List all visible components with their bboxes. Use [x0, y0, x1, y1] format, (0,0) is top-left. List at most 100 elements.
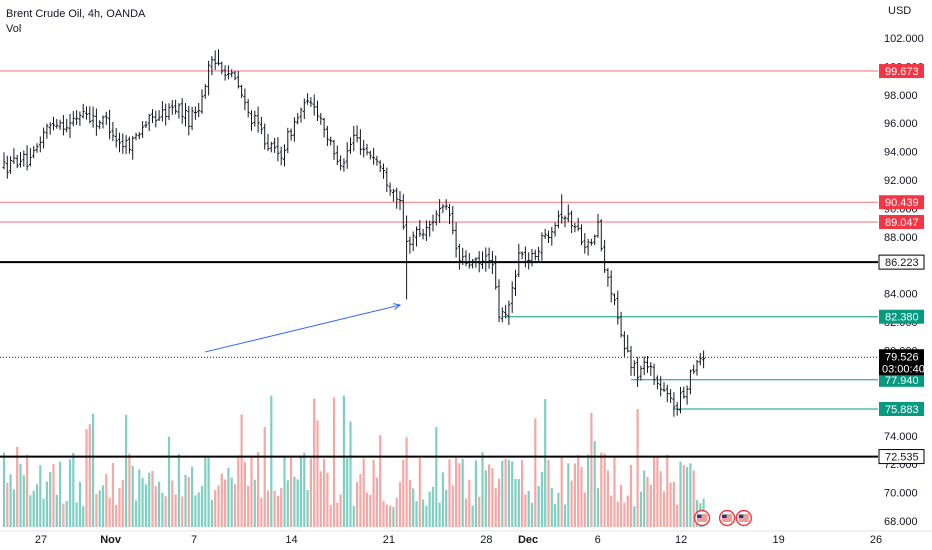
- ohlc-bar: [220, 61, 224, 75]
- ohlc-bar: [646, 356, 649, 373]
- volume-bar: [497, 478, 501, 527]
- ohlc-bar: [461, 247, 465, 265]
- ohlc-bar: [457, 243, 461, 270]
- ohlc-bar: [144, 121, 148, 129]
- flag-stripe: [697, 518, 708, 520]
- ohlc-bar: [438, 199, 442, 223]
- volume-bar: [243, 462, 246, 527]
- last-price-value: 79.526: [885, 351, 919, 363]
- volume-bar: [82, 506, 85, 527]
- volume-bar: [620, 484, 623, 527]
- ohlc-bar: [368, 150, 372, 160]
- ohlc-bar: [68, 114, 72, 138]
- flag-stripe: [722, 516, 733, 518]
- ohlc-bar: [563, 215, 567, 228]
- ohlc-bar: [382, 163, 385, 179]
- volume-bar: [682, 465, 685, 527]
- price-tick-96.000: 96.000: [884, 118, 918, 130]
- volume-bar: [425, 505, 428, 527]
- ohlc-bar: [500, 307, 504, 323]
- volume-bar: [306, 490, 309, 527]
- volume-bar: [45, 481, 48, 527]
- volume-indicator-label[interactable]: Vol: [6, 23, 22, 35]
- volume-bar: [115, 504, 118, 527]
- volume-bar: [389, 505, 392, 527]
- volume-bar: [653, 457, 656, 527]
- ohlc-bar: [85, 106, 88, 120]
- ohlc-bar: [550, 227, 554, 246]
- volume-bar: [441, 472, 444, 527]
- ohlc-bar: [243, 88, 247, 111]
- volume-bar: [501, 460, 504, 527]
- volume-bar: [108, 497, 111, 527]
- volume-bar: [676, 504, 679, 527]
- volume-bar: [75, 502, 78, 527]
- ohlc-bar: [464, 250, 468, 267]
- volume-bar: [530, 502, 534, 527]
- badge-bg: [879, 402, 924, 417]
- ohlc-bar: [523, 246, 527, 268]
- date-tick-Dec: Dec: [518, 534, 538, 546]
- volume-bars: [2, 395, 705, 527]
- volume-bar: [230, 477, 233, 527]
- volume-bar: [78, 481, 81, 527]
- volume-bar: [309, 458, 312, 527]
- volume-bar: [303, 452, 306, 527]
- volume-bar: [382, 500, 385, 527]
- ohlc-bar: [127, 136, 131, 154]
- ohlc-bar: [662, 382, 666, 392]
- volume-bar: [233, 484, 237, 527]
- ohlc-bar: [441, 203, 445, 213]
- volume-bar: [349, 421, 352, 527]
- price-axis[interactable]: USD102.000100.00098.00096.00094.00092.00…: [878, 5, 925, 528]
- volume-bar: [164, 496, 167, 527]
- volume-bar: [540, 472, 543, 527]
- time-axis[interactable]: 27 Nov 7 14 21 28 Dec 6 12 19 26: [0, 530, 932, 546]
- volume-bar: [491, 468, 494, 527]
- ohlc-bar: [560, 194, 564, 224]
- ohlc-bar: [642, 356, 646, 376]
- volume-bar: [42, 498, 45, 527]
- volume-bar: [626, 495, 629, 527]
- level-badge-72.535: 72.535: [878, 449, 925, 465]
- ohlc-bar: [88, 106, 92, 124]
- ohlc-bar: [355, 125, 359, 143]
- badge-label: 99.673: [885, 66, 919, 78]
- level-badge-82.380: 82.380: [879, 309, 924, 324]
- volume-bar: [346, 458, 349, 527]
- us-flag-event-icon[interactable]: [735, 509, 752, 527]
- ohlc-bar: [160, 101, 164, 122]
- volume-bar: [227, 467, 230, 527]
- volume-bar: [362, 458, 365, 527]
- price-tick-68.000: 68.000: [884, 516, 918, 528]
- volume-bar: [352, 505, 355, 527]
- ohlc-bar: [669, 389, 673, 403]
- ohlc-bar: [606, 268, 610, 287]
- ohlc-bar: [213, 50, 217, 70]
- ohlc-bar: [108, 109, 112, 140]
- ohlc-bar: [157, 110, 161, 122]
- volume-bar: [468, 479, 471, 527]
- volume-bar: [656, 457, 659, 527]
- us-flag-event-icon[interactable]: [718, 509, 736, 527]
- flag-stripe: [722, 520, 733, 522]
- ohlc-bar: [632, 360, 636, 377]
- ohlc-bar: [391, 188, 395, 202]
- volume-bar: [95, 494, 98, 527]
- volume-bar: [395, 497, 398, 527]
- volume-bar: [672, 481, 675, 527]
- ohlc-bar: [358, 129, 362, 155]
- us-flag-event-icon[interactable]: [693, 509, 711, 527]
- ohlc-bar: [477, 251, 481, 273]
- symbol-title[interactable]: Brent Crude Oil, 4h, OANDA: [6, 8, 146, 20]
- ohlc-bar: [52, 116, 55, 131]
- ohlc-bar: [167, 103, 171, 121]
- date-tick-14: 14: [285, 534, 297, 546]
- flag-stripe: [697, 514, 708, 516]
- flag-stripe: [738, 514, 749, 516]
- volume-bar: [32, 490, 35, 527]
- ohlc-bar: [497, 279, 501, 323]
- volume-bar: [689, 463, 692, 527]
- volume-bar: [517, 479, 520, 527]
